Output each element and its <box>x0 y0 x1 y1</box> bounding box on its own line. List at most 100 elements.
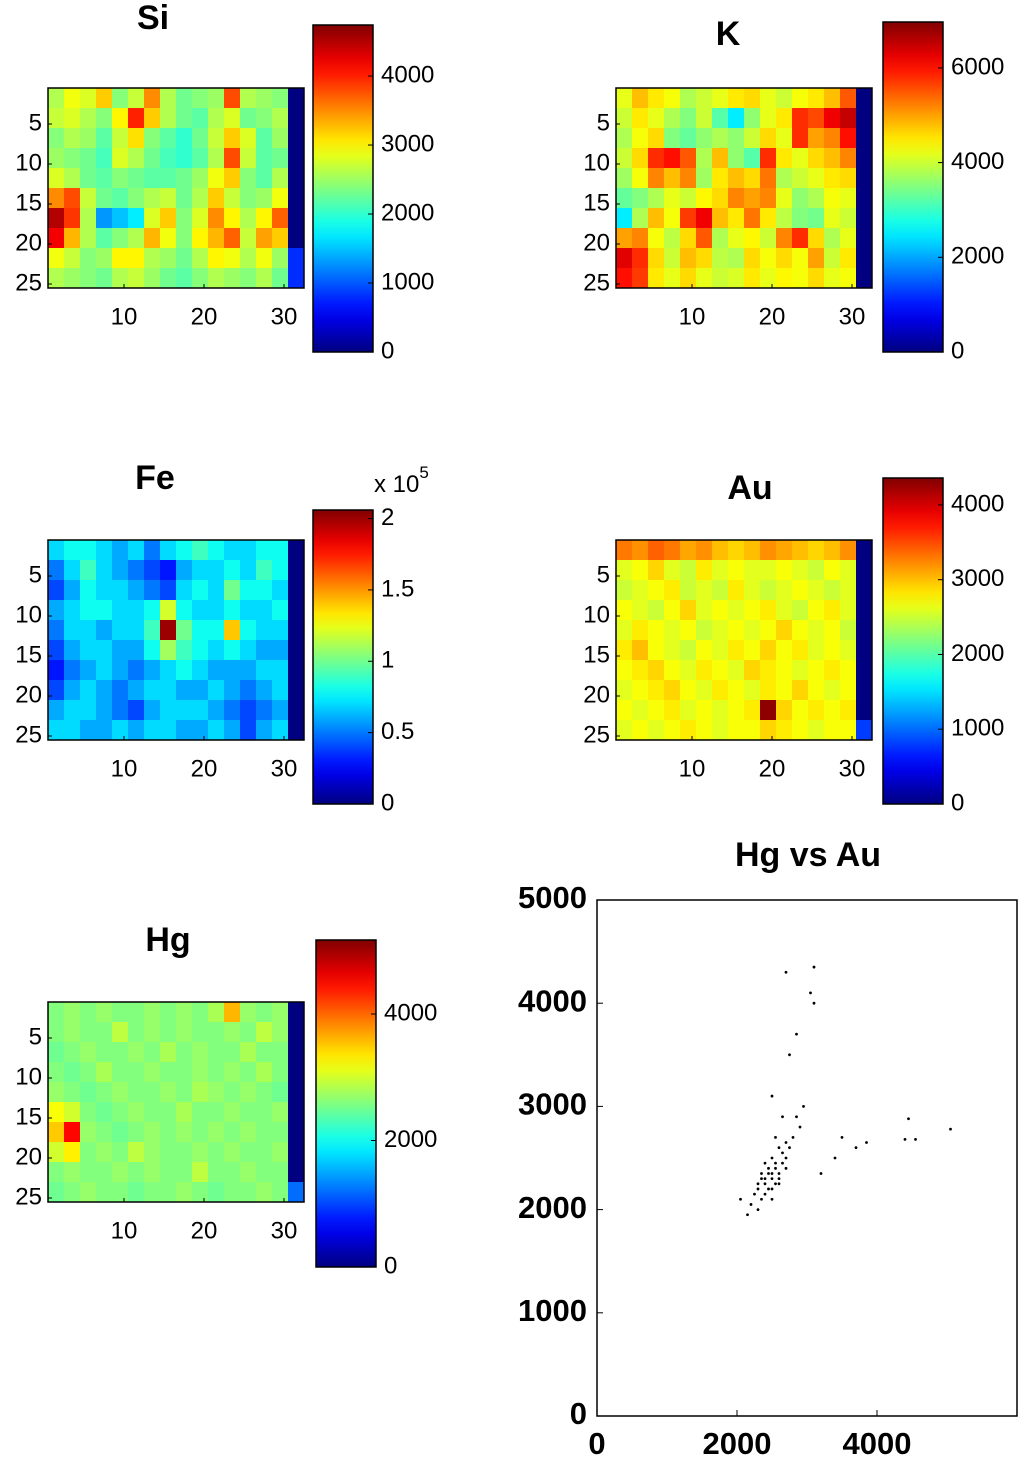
heatmap-cell <box>696 560 713 581</box>
heatmap-cell <box>112 1142 129 1163</box>
heatmap-cell <box>776 208 793 229</box>
heatmap-cell <box>632 88 649 109</box>
heatmap-cell <box>632 128 649 149</box>
heatmap-cell <box>288 208 305 229</box>
heatmap-cell <box>648 88 665 109</box>
heatmap-cell <box>128 680 145 701</box>
heatmap-cell <box>272 1022 289 1043</box>
heatmap-cell <box>128 208 145 229</box>
heatmap-cell <box>176 680 193 701</box>
heatmap-cell <box>160 560 177 581</box>
heatmap-cell <box>648 248 665 269</box>
heatmap-cell <box>208 620 225 641</box>
heatmap-cell <box>792 640 809 661</box>
scatter-point <box>774 1182 777 1186</box>
heatmap-cell <box>632 720 649 741</box>
heatmap-cell <box>616 208 633 229</box>
heatmap-cell <box>808 108 825 129</box>
heatmap-cell <box>208 1062 225 1083</box>
heatmap-cell <box>192 640 209 661</box>
scatter-point <box>791 1135 795 1139</box>
heatmap-cell <box>224 560 241 581</box>
heatmap-cell <box>288 128 305 149</box>
heatmap-cell <box>648 208 665 229</box>
heatmap-cell <box>176 1162 193 1183</box>
heatmap-cell <box>760 108 777 129</box>
heatmap-cell <box>240 560 257 581</box>
heatmap-cell <box>96 248 113 269</box>
colorbar <box>312 509 374 805</box>
heatmap-cell <box>728 128 745 149</box>
heatmap-cell <box>776 248 793 269</box>
heatmap-cell <box>176 88 193 109</box>
heatmap-cell <box>696 228 713 249</box>
heatmap-cell <box>728 660 745 681</box>
heatmap-cell <box>224 188 241 209</box>
heatmap-cell <box>808 700 825 721</box>
colorbar-tick-label: 2000 <box>951 243 1004 270</box>
heatmap-cell <box>808 660 825 681</box>
heatmap-cell <box>808 268 825 289</box>
heatmap-cell <box>112 1002 129 1023</box>
scatter-point <box>809 991 812 995</box>
heatmap-cell <box>160 1062 177 1083</box>
colorbar-tick-label: 0 <box>951 337 964 364</box>
heatmap-cell <box>808 248 825 269</box>
heatmap-cell <box>664 600 681 621</box>
heatmap-cell <box>240 268 257 289</box>
heatmap-cell <box>728 248 745 269</box>
heatmap-cell <box>240 540 257 561</box>
heatmap-cell <box>728 540 745 561</box>
heatmap-cell <box>288 1182 305 1203</box>
heatmap-cell <box>64 560 81 581</box>
heatmap-cell <box>728 88 745 109</box>
heatmap-cell <box>192 560 209 581</box>
heatmap-cell <box>160 540 177 561</box>
heatmap-cell <box>64 700 81 721</box>
heatmap-cell <box>696 168 713 189</box>
heatmap-cell <box>128 1002 145 1023</box>
heatmap-cell <box>648 560 665 581</box>
heatmap-cell <box>192 108 209 129</box>
colorbar-tick-label: 4000 <box>951 490 1004 517</box>
heatmap-cell <box>272 680 289 701</box>
heatmap-cell <box>824 540 841 561</box>
heatmap-cell <box>96 1042 113 1063</box>
heatmap-cell <box>712 580 729 601</box>
heatmap-cell <box>144 700 161 721</box>
heatmap-cell <box>112 108 129 129</box>
heatmap-cell <box>160 600 177 621</box>
heatmap-cell <box>272 1042 289 1063</box>
scatter-point <box>763 1182 767 1186</box>
heatmap-cell <box>632 580 649 601</box>
heatmap-cell <box>128 1162 145 1183</box>
heatmap-cell <box>288 1062 305 1083</box>
heatmap-cell <box>808 720 825 741</box>
heatmap-cell <box>840 168 857 189</box>
heatmap-cell <box>680 268 697 289</box>
heatmap-cell <box>112 268 129 289</box>
heatmap-cell <box>712 268 729 289</box>
heatmap-cell <box>64 128 81 149</box>
y-tick-label: 5 <box>29 109 42 136</box>
heatmap-cell <box>208 640 225 661</box>
heatmap-cell <box>208 660 225 681</box>
heatmap-cell <box>840 148 857 169</box>
heatmap-cell <box>272 1122 289 1143</box>
heatmap-cell <box>776 660 793 681</box>
scatter-point <box>777 1146 781 1150</box>
heatmap-cell <box>696 680 713 701</box>
heatmap-cell <box>160 1042 177 1063</box>
heatmap-cell <box>144 1142 161 1163</box>
heatmap-cell <box>808 128 825 149</box>
heatmap-cell <box>240 128 257 149</box>
x-tick-label: 10 <box>679 755 706 782</box>
heatmap-cell <box>64 680 81 701</box>
colorbar-tick-label: 2000 <box>381 199 434 226</box>
heatmap-cell <box>80 700 97 721</box>
heatmap-cell <box>776 188 793 209</box>
heatmap-cell <box>840 248 857 269</box>
chart-title: Hg vs Au <box>735 836 881 874</box>
heatmap-cell <box>160 188 177 209</box>
heatmap-cell <box>792 88 809 109</box>
